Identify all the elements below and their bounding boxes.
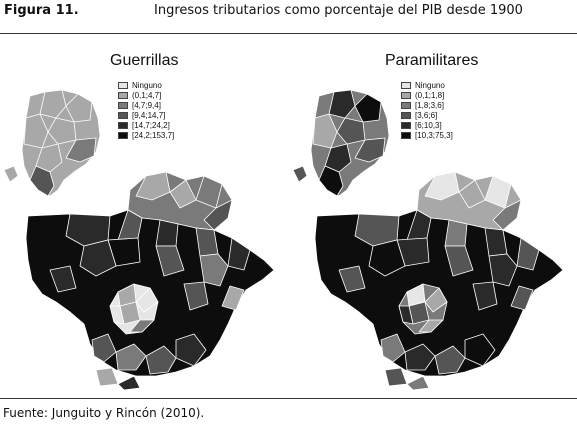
legend-label: [4,7;9,4]	[132, 100, 161, 110]
legend-item: [6;10,3]	[401, 120, 453, 130]
map-panel-guerrillas: Guerrillas Ninguno (0,1;4,7] [4,7;9,4] […	[0, 40, 288, 390]
legend-label: [14,7;24,2]	[132, 120, 170, 130]
choropleth-map-paramilitares	[292, 89, 564, 390]
legend-item: Ninguno	[401, 80, 453, 90]
legend-swatch	[118, 91, 128, 99]
legend-swatch	[401, 131, 411, 139]
legend-label: Ninguno	[415, 80, 445, 90]
map-legend-guerrillas: Ninguno (0,1;4,7] [4,7;9,4] [9,4;14,7] […	[118, 80, 174, 140]
legend-swatch	[118, 131, 128, 139]
legend-item: [10,3;75,3]	[401, 130, 453, 140]
legend-swatch	[118, 111, 128, 119]
legend-swatch	[401, 91, 411, 99]
legend-item: Ninguno	[118, 80, 174, 90]
legend-label: [10,3;75,3]	[415, 130, 453, 140]
legend-item: [3,6;6]	[401, 110, 453, 120]
legend-swatch	[118, 101, 128, 109]
legend-swatch	[401, 111, 411, 119]
legend-label: [9,4;14,7]	[132, 110, 166, 120]
legend-item: (0,1;1,8]	[401, 90, 453, 100]
figure-caption: Ingresos tributarios como porcentaje del…	[154, 3, 523, 18]
legend-swatch	[401, 81, 411, 89]
legend-item: [24,2;153,7]	[118, 130, 174, 140]
source-note: Fuente: Junguito y Rincón (2010).	[3, 406, 205, 420]
legend-label: [1,8;3,6]	[415, 100, 444, 110]
map-title-guerrillas: Guerrillas	[110, 52, 179, 69]
bottom-rule	[0, 398, 577, 399]
legend-label: (0,1;1,8]	[415, 90, 445, 100]
legend-swatch	[118, 81, 128, 89]
legend-swatch	[118, 121, 128, 129]
legend-item: (0,1;4,7]	[118, 90, 174, 100]
legend-item: [4,7;9,4]	[118, 100, 174, 110]
legend-label: [3,6;6]	[415, 110, 438, 120]
map-title-paramilitares: Paramilitares	[385, 52, 479, 69]
legend-label: [6;10,3]	[415, 120, 442, 130]
legend-swatch	[401, 121, 411, 129]
legend-label: Ninguno	[132, 80, 162, 90]
figure-label: Figura 11.	[4, 3, 79, 18]
top-rule	[0, 33, 577, 34]
legend-label: [24,2;153,7]	[132, 130, 175, 140]
legend-swatch	[401, 101, 411, 109]
map-panel-paramilitares: Paramilitares Ninguno (0,1;1,8] [1,8;3,6…	[289, 40, 577, 390]
legend-item: [9,4;14,7]	[118, 110, 174, 120]
choropleth-map-guerrillas	[3, 89, 275, 390]
legend-item: [14,7;24,2]	[118, 120, 174, 130]
legend-label: (0,1;4,7]	[132, 90, 162, 100]
legend-item: [1,8;3,6]	[401, 100, 453, 110]
map-legend-paramilitares: Ninguno (0,1;1,8] [1,8;3,6] [3,6;6] [6;1…	[401, 80, 453, 140]
